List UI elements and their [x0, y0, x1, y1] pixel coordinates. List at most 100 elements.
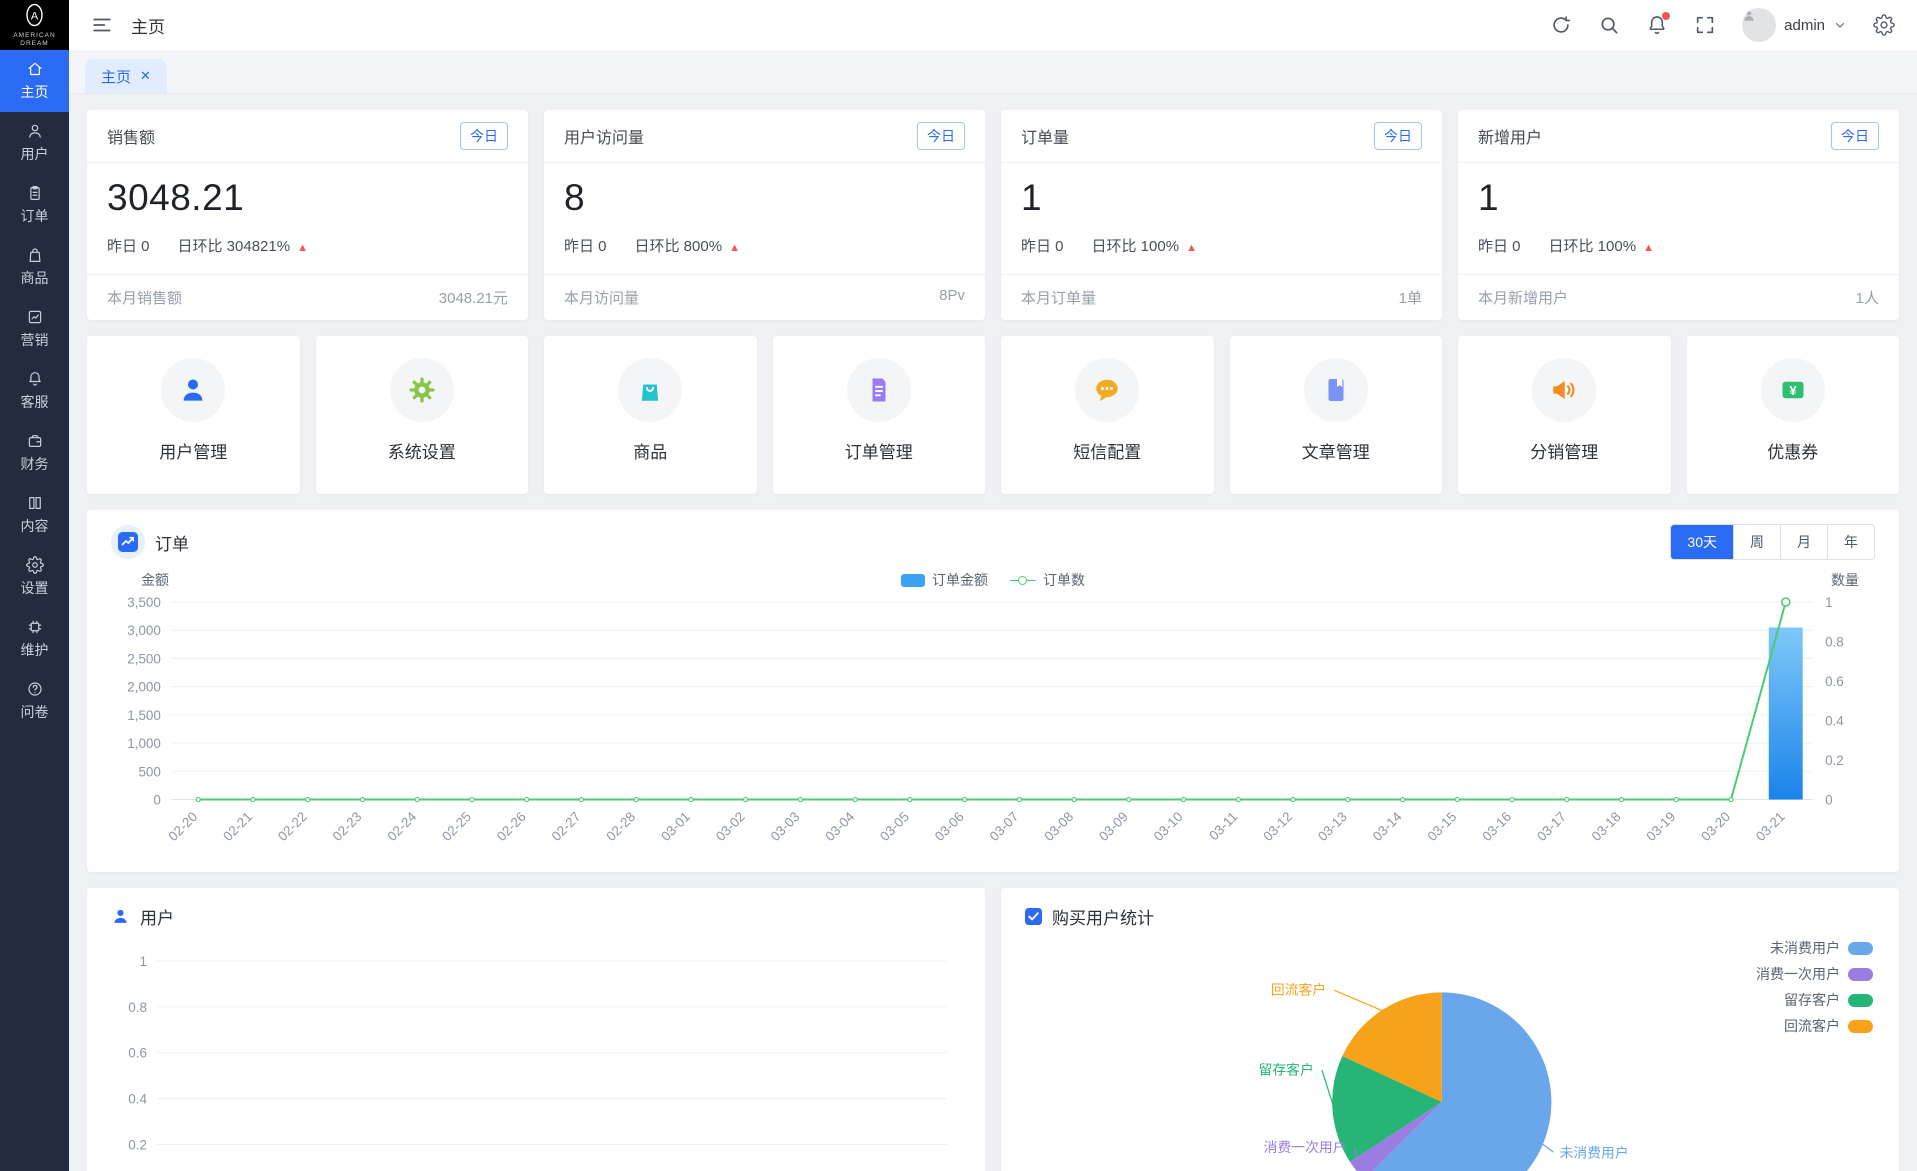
- pie-legend-swatch: [1848, 1019, 1873, 1033]
- sidebar-item-label: 维护: [20, 642, 49, 658]
- trend-up-icon: ▲: [1643, 242, 1654, 254]
- order-icon: [29, 185, 40, 200]
- purchase-users-pie-chart: 未消费用户 消费一次用户 留存客户 回流客户: [1259, 981, 1629, 1171]
- range-button-周[interactable]: 周: [1733, 525, 1780, 559]
- menu-collapse-icon[interactable]: [91, 14, 113, 36]
- shortcut-2[interactable]: 系统设置: [315, 336, 528, 494]
- sidebar-item-finance[interactable]: 财务: [0, 422, 69, 484]
- sidebar-item-home[interactable]: 主页: [0, 50, 69, 112]
- shortcut-label: 短信配置: [1073, 443, 1142, 462]
- top-bar: 主页: [69, 0, 1917, 50]
- svg-text:回流客户: 回流客户: [1271, 981, 1326, 997]
- shortcut-3[interactable]: 商品: [544, 336, 757, 494]
- today-badge[interactable]: 今日: [460, 122, 508, 150]
- orders-chart: 0 500 1,000 1,500 2,000 2,500 3,000 3,500 0 0.2 0.…: [127, 595, 1844, 844]
- users-section-icon: [114, 909, 127, 923]
- sidebar-item-users[interactable]: 用户: [0, 112, 69, 174]
- shortcut-label: 系统设置: [387, 443, 456, 462]
- orders-section-icon: [111, 525, 145, 559]
- shortcut-4[interactable]: 订单管理: [772, 336, 985, 494]
- sidebar-menu: 主页 用户 订单 商品 营销 客服 财务 内容 设置维护问卷: [0, 50, 69, 732]
- stat-footer-value: 1单: [1398, 290, 1422, 307]
- sidebar-item-marketing[interactable]: 营销: [0, 298, 69, 360]
- left-axis-title: 金额: [141, 572, 169, 588]
- book-solid-icon: [1303, 358, 1368, 422]
- shortcut-1[interactable]: 用户管理: [87, 336, 300, 494]
- sidebar-item-settings[interactable]: 设置: [0, 546, 69, 608]
- range-button-月[interactable]: 月: [1780, 525, 1827, 559]
- svg-text:02-20: 02-20: [165, 809, 200, 844]
- users-chart: 10.80.60.40.20: [128, 954, 948, 1153]
- question-icon: [27, 682, 42, 696]
- refresh-icon[interactable]: [1550, 14, 1572, 36]
- stat-footer-value: 1人: [1855, 290, 1879, 307]
- stat-value: 1: [1478, 177, 1500, 218]
- pie-legend: 未消费用户消费一次用户 留存客户回流客户: [1756, 938, 1873, 1036]
- shortcut-8[interactable]: ¥ 优惠券: [1686, 336, 1899, 494]
- notifications-icon[interactable]: [1646, 12, 1671, 36]
- topbar-actions: admin: [1550, 8, 1895, 42]
- svg-text:02-26: 02-26: [494, 809, 529, 844]
- svg-text:03-19: 03-19: [1643, 809, 1678, 844]
- svg-text:DREAM: DREAM: [20, 40, 48, 47]
- pie-legend-item-留存客户[interactable]: 留存客户: [1756, 990, 1873, 1010]
- legend-item-订单金额[interactable]: 订单金额: [901, 570, 988, 590]
- stat-value: 3048.21: [107, 177, 245, 218]
- svg-text:03-20: 03-20: [1698, 809, 1733, 844]
- legend-label: 订单金额: [932, 572, 988, 588]
- svg-text:02-25: 02-25: [439, 809, 474, 844]
- stat-footer-label: 本月访问量: [564, 290, 640, 307]
- legend-item-订单数[interactable]: 订单数: [1010, 570, 1085, 590]
- right-axis-title: 数量: [1831, 572, 1859, 588]
- user-menu[interactable]: admin: [1742, 8, 1847, 42]
- svg-text:03-07: 03-07: [987, 809, 1022, 844]
- stat-footer-label: 本月销售额: [107, 290, 183, 307]
- stat-cards-row: 销售额 今日 3048.21 昨日 0 日环比 304821% ▲ 本月销售额 3048.21…: [87, 110, 1899, 320]
- sidebar-item-maintain[interactable]: 维护: [0, 608, 69, 670]
- main-area: 主页: [69, 0, 1917, 1171]
- svg-text:03-03: 03-03: [768, 809, 803, 844]
- user-icon: [28, 124, 41, 138]
- fullscreen-icon[interactable]: [1694, 14, 1716, 36]
- sidebar-item-orders[interactable]: 订单: [0, 174, 69, 236]
- shortcut-7[interactable]: 分销管理: [1458, 336, 1671, 494]
- chevron-down-icon: [1835, 22, 1845, 28]
- shortcut-5[interactable]: 短信配置: [1001, 336, 1214, 494]
- tab-label: 主页: [101, 68, 132, 86]
- svg-text:0.2: 0.2: [1825, 753, 1844, 768]
- pie-legend-label: 回流客户: [1784, 1018, 1840, 1034]
- svg-text:2,500: 2,500: [127, 651, 161, 666]
- purchase-users-card: 购买用户统计 未消费用户 消费一次用户 留存客户 回流客户 未消费用户 消费一次用户 留存…: [1001, 888, 1899, 1171]
- orders-chart-card: 订单 30天周月年 金额 订单金额 订单数 数量 0 500 1,000 1,500 2,…: [87, 510, 1899, 872]
- sidebar-item-survey[interactable]: 问卷: [0, 670, 69, 732]
- range-button-年[interactable]: 年: [1827, 525, 1874, 559]
- search-icon[interactable]: [1598, 14, 1620, 36]
- pie-legend-item-未消费用户[interactable]: 未消费用户: [1756, 938, 1873, 958]
- tab-close-icon[interactable]: ✕: [140, 68, 151, 83]
- stat-ratio: 日环比 800% ▲: [634, 238, 740, 255]
- settings-icon[interactable]: [1873, 14, 1895, 36]
- tab-home[interactable]: 主页 ✕: [85, 59, 167, 93]
- pie-legend-item-回流客户[interactable]: 回流客户: [1756, 1016, 1873, 1036]
- gear-solid-icon: [389, 358, 454, 422]
- pie-legend-label: 未消费用户: [1770, 940, 1840, 956]
- today-badge[interactable]: 今日: [1831, 122, 1879, 150]
- svg-text:0.8: 0.8: [1825, 634, 1844, 649]
- sidebar-item-goods[interactable]: 商品: [0, 236, 69, 298]
- sidebar-item-service[interactable]: 客服: [0, 360, 69, 422]
- stat-yesterday: 昨日 0: [564, 238, 607, 255]
- today-badge[interactable]: 今日: [917, 122, 965, 150]
- svg-text:02-27: 02-27: [549, 809, 584, 844]
- shortcut-label: 文章管理: [1301, 443, 1370, 462]
- pie-legend-item-消费一次用户[interactable]: 消费一次用户: [1756, 964, 1873, 984]
- shortcut-6[interactable]: 文章管理: [1229, 336, 1442, 494]
- svg-text:0.4: 0.4: [1825, 713, 1844, 728]
- wallet-icon: [28, 435, 41, 448]
- sidebar-item-content[interactable]: 内容: [0, 484, 69, 546]
- range-button-30天[interactable]: 30天: [1671, 525, 1733, 559]
- svg-text:03-15: 03-15: [1424, 809, 1459, 844]
- svg-text:02-24: 02-24: [384, 809, 419, 844]
- today-badge[interactable]: 今日: [1374, 122, 1422, 150]
- svg-text:500: 500: [138, 764, 160, 779]
